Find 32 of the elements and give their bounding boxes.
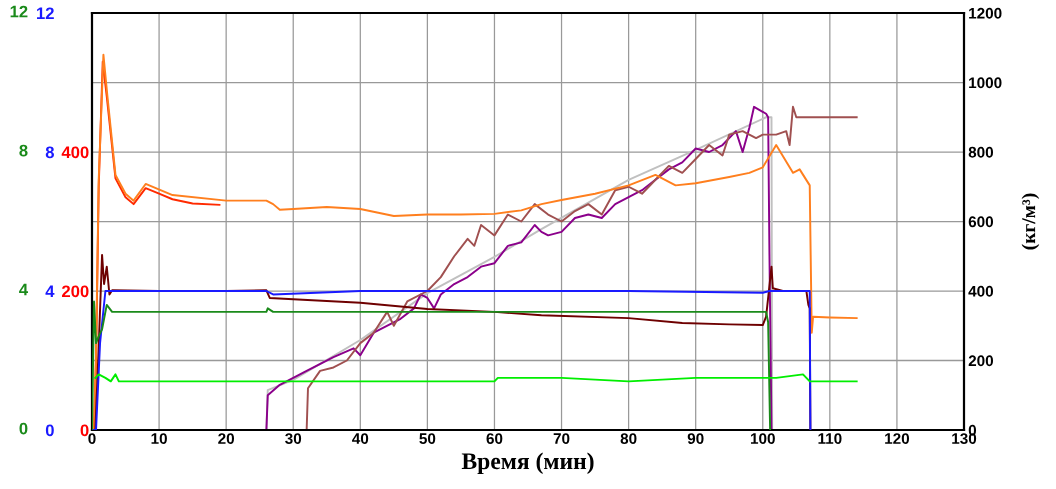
x-tick-label: 0 [88,433,96,444]
x-tick-label: 100 [750,433,775,444]
x-tick-label: 50 [419,433,436,444]
text: 8 [19,144,28,157]
text: 12 [10,5,28,18]
x-tick-label: 90 [687,433,704,444]
text: 4 [19,283,29,296]
y3-tick-label: 4 [45,285,55,298]
x-tick-label: 80 [620,433,637,444]
y2-tick-label: 800 [968,146,994,158]
x-tick-label: 70 [553,433,570,444]
y-tick-label: 200 [62,285,89,298]
x-tick-label: 60 [486,433,503,444]
x-tick-label: 40 [352,433,369,444]
line-series [93,53,858,430]
y2-axis-title: (кг/м³) [1021,193,1040,250]
line-series [305,105,858,430]
x-axis-title: Время (мин) [461,452,594,474]
y2-tick-label: 200 [968,355,994,367]
y2-tick-label: 1000 [969,77,1002,89]
y3-tick-label: 8 [45,146,54,159]
x-tick-label: 30 [285,433,302,445]
x-tick-label: 10 [151,433,167,444]
text: 0 [19,422,28,435]
y2-tick-label: 1200 [969,7,1002,19]
y3-tick-label: 12 [37,7,54,20]
y-tick-label: 400 [61,146,89,159]
x-tick-label: 120 [885,433,910,444]
y2-tick-label: 600 [968,216,994,228]
x-tick-label: 20 [218,433,235,444]
y2-tick-label: 400 [968,285,994,297]
x-tick-label: 110 [818,433,842,444]
